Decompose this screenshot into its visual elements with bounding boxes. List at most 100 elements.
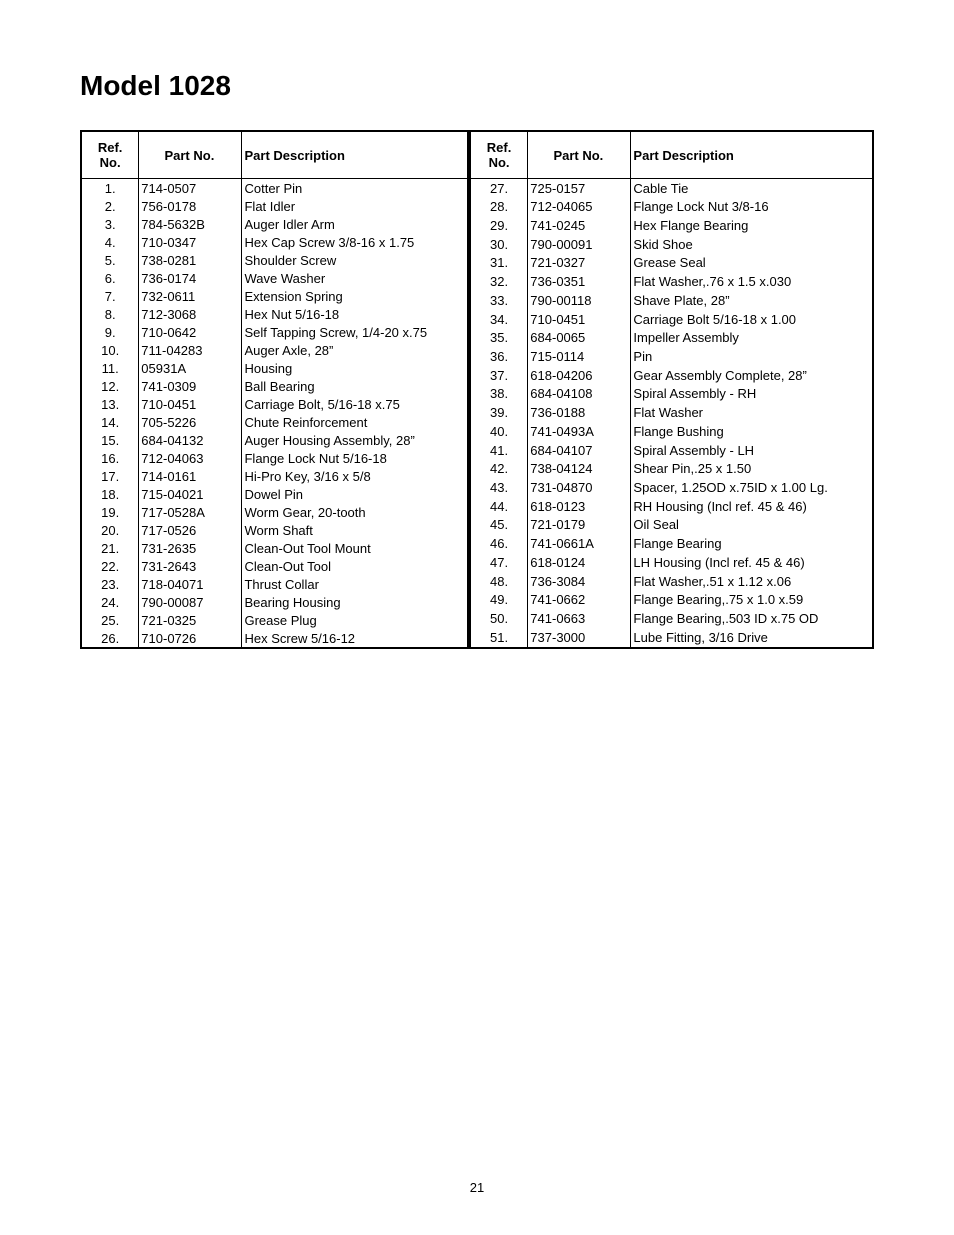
ref-no: 18. bbox=[82, 485, 139, 503]
part-description: Flange Bushing bbox=[631, 422, 872, 441]
table-row: 45.721-0179Oil Seal bbox=[470, 516, 872, 535]
part-description: Hex Screw 5/16-12 bbox=[242, 629, 468, 647]
part-no: 717-0526 bbox=[139, 521, 242, 539]
ref-no: 38. bbox=[470, 385, 528, 404]
part-no: 710-0451 bbox=[528, 310, 631, 329]
part-description: Pin bbox=[631, 347, 872, 366]
part-no: 731-2643 bbox=[139, 557, 242, 575]
table-row: 32.736-0351Flat Washer,.76 x 1.5 x.030 bbox=[470, 273, 872, 292]
col-header-ref: Ref. No. bbox=[82, 132, 139, 179]
ref-no: 39. bbox=[470, 404, 528, 423]
part-description: Housing bbox=[242, 359, 468, 377]
table-row: 29.741-0245Hex Flange Bearing bbox=[470, 216, 872, 235]
table-row: 12.741-0309Ball Bearing bbox=[82, 377, 468, 395]
ref-no: 23. bbox=[82, 575, 139, 593]
table-row: 10.711-04283Auger Axle, 28” bbox=[82, 341, 468, 359]
table-row: 13.710-0451Carriage Bolt, 5/16-18 x.75 bbox=[82, 395, 468, 413]
table-row: 20.717-0526Worm Shaft bbox=[82, 521, 468, 539]
ref-no: 10. bbox=[82, 341, 139, 359]
table-row: 35.684-0065Impeller Assembly bbox=[470, 329, 872, 348]
ref-no: 11. bbox=[82, 359, 139, 377]
ref-no: 20. bbox=[82, 521, 139, 539]
table-row: 17.714-0161Hi-Pro Key, 3/16 x 5/8 bbox=[82, 467, 468, 485]
table-row: 30.790-00091Skid Shoe bbox=[470, 235, 872, 254]
table-row: 48.736-3084Flat Washer,.51 x 1.12 x.06 bbox=[470, 572, 872, 591]
table-row: 19.717-0528AWorm Gear, 20-tooth bbox=[82, 503, 468, 521]
ref-no: 1. bbox=[82, 179, 139, 198]
part-description: Skid Shoe bbox=[631, 235, 872, 254]
table-row: 42.738-04124Shear Pin,.25 x 1.50 bbox=[470, 460, 872, 479]
part-no: 684-04132 bbox=[139, 431, 242, 449]
part-description: Cotter Pin bbox=[242, 179, 468, 198]
part-description: Flange Bearing,.75 x 1.0 x.59 bbox=[631, 591, 872, 610]
part-no: 736-3084 bbox=[528, 572, 631, 591]
ref-no: 33. bbox=[470, 291, 528, 310]
ref-no: 28. bbox=[470, 198, 528, 217]
part-no: 741-0662 bbox=[528, 591, 631, 610]
col-header-partno: Part No. bbox=[139, 132, 242, 179]
part-description: Wave Washer bbox=[242, 269, 468, 287]
part-no: 618-0124 bbox=[528, 553, 631, 572]
ref-no: 44. bbox=[470, 497, 528, 516]
table-row: 51.737-3000Lube Fitting, 3/16 Drive bbox=[470, 628, 872, 647]
part-description: Impeller Assembly bbox=[631, 329, 872, 348]
part-no: 731-04870 bbox=[528, 479, 631, 498]
table-row: 5.738-0281Shoulder Screw bbox=[82, 251, 468, 269]
table-row: 44.618-0123RH Housing (Incl ref. 45 & 46… bbox=[470, 497, 872, 516]
ref-no: 32. bbox=[470, 273, 528, 292]
part-description: Carriage Bolt, 5/16-18 x.75 bbox=[242, 395, 468, 413]
ref-no: 4. bbox=[82, 233, 139, 251]
part-description: Shave Plate, 28” bbox=[631, 291, 872, 310]
ref-no: 36. bbox=[470, 347, 528, 366]
part-description: Flange Lock Nut 3/8-16 bbox=[631, 198, 872, 217]
table-row: 6.736-0174Wave Washer bbox=[82, 269, 468, 287]
part-description: Bearing Housing bbox=[242, 593, 468, 611]
table-row: 50.741-0663Flange Bearing,.503 ID x.75 O… bbox=[470, 610, 872, 629]
part-description: Spacer, 1.25OD x.75ID x 1.00 Lg. bbox=[631, 479, 872, 498]
table-row: 46.741-0661AFlange Bearing bbox=[470, 535, 872, 554]
ref-no: 7. bbox=[82, 287, 139, 305]
part-description: Clean-Out Tool Mount bbox=[242, 539, 468, 557]
part-no: 784-5632B bbox=[139, 215, 242, 233]
table-row: 22.731-2643Clean-Out Tool bbox=[82, 557, 468, 575]
table-row: 14.705-5226Chute Reinforcement bbox=[82, 413, 468, 431]
part-no: 05931A bbox=[139, 359, 242, 377]
parts-tbody-right: 27.725-0157Cable Tie28.712-04065Flange L… bbox=[470, 179, 872, 648]
ref-no: 46. bbox=[470, 535, 528, 554]
part-no: 714-0161 bbox=[139, 467, 242, 485]
part-description: Ball Bearing bbox=[242, 377, 468, 395]
parts-table-right: Ref. No. Part No. Part Description 27.72… bbox=[469, 132, 872, 647]
part-no: 618-04206 bbox=[528, 366, 631, 385]
ref-no: 22. bbox=[82, 557, 139, 575]
ref-no: 34. bbox=[470, 310, 528, 329]
part-description: Extension Spring bbox=[242, 287, 468, 305]
ref-no: 42. bbox=[470, 460, 528, 479]
part-no: 721-0327 bbox=[528, 254, 631, 273]
ref-no: 17. bbox=[82, 467, 139, 485]
ref-no: 30. bbox=[470, 235, 528, 254]
part-description: Hex Nut 5/16-18 bbox=[242, 305, 468, 323]
part-no: 710-0642 bbox=[139, 323, 242, 341]
table-row: 41.684-04107Spiral Assembly - LH bbox=[470, 441, 872, 460]
part-description: Auger Axle, 28” bbox=[242, 341, 468, 359]
table-row: 21.731-2635Clean-Out Tool Mount bbox=[82, 539, 468, 557]
part-no: 725-0157 bbox=[528, 179, 631, 198]
parts-tbody-left: 1.714-0507Cotter Pin2.756-0178Flat Idler… bbox=[82, 179, 468, 648]
part-no: 738-04124 bbox=[528, 460, 631, 479]
part-description: Self Tapping Screw, 1/4-20 x.75 bbox=[242, 323, 468, 341]
part-no: 712-04065 bbox=[528, 198, 631, 217]
page-title: Model 1028 bbox=[80, 70, 874, 102]
part-description: Flat Washer bbox=[631, 404, 872, 423]
table-row: 2.756-0178Flat Idler bbox=[82, 197, 468, 215]
part-no: 737-3000 bbox=[528, 628, 631, 647]
part-description: Auger Housing Assembly, 28” bbox=[242, 431, 468, 449]
ref-no: 35. bbox=[470, 329, 528, 348]
table-row: 28.712-04065Flange Lock Nut 3/8-16 bbox=[470, 198, 872, 217]
part-description: Flat Washer,.76 x 1.5 x.030 bbox=[631, 273, 872, 292]
part-description: Flat Idler bbox=[242, 197, 468, 215]
ref-no: 41. bbox=[470, 441, 528, 460]
part-description: Hex Flange Bearing bbox=[631, 216, 872, 235]
table-row: 47.618-0124LH Housing (Incl ref. 45 & 46… bbox=[470, 553, 872, 572]
part-no: 741-0661A bbox=[528, 535, 631, 554]
table-row: 39.736-0188Flat Washer bbox=[470, 404, 872, 423]
